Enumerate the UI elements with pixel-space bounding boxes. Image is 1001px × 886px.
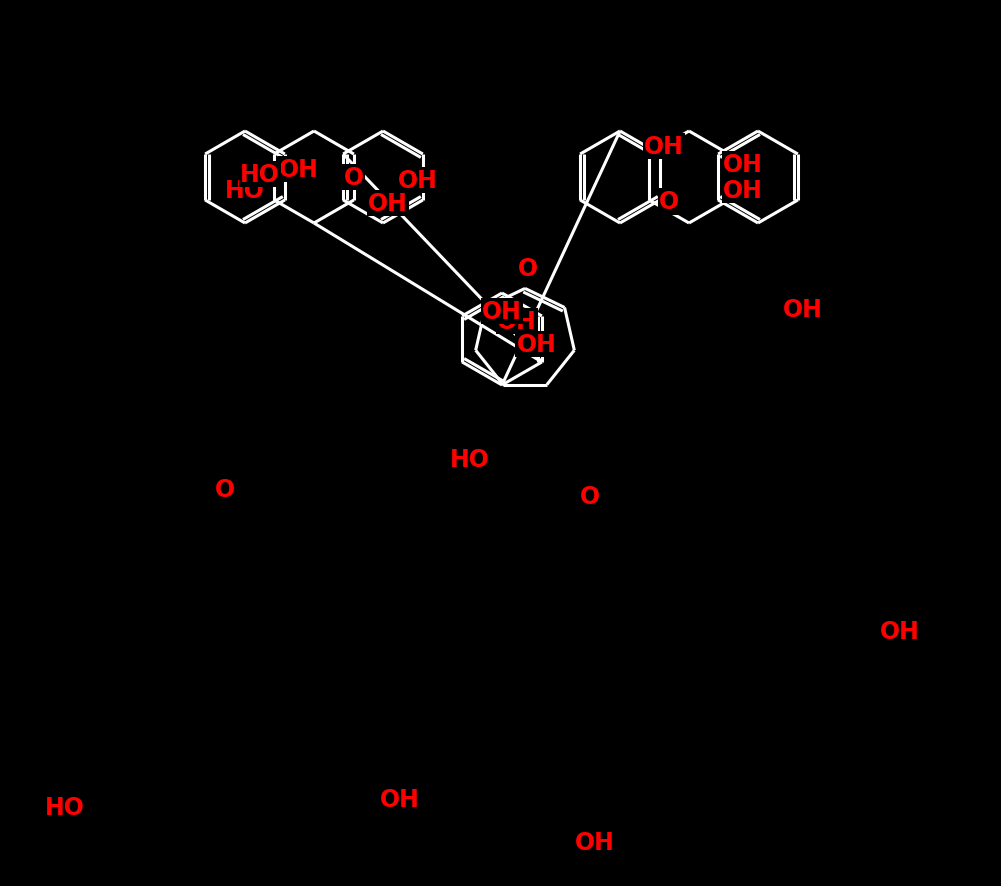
Text: OH: OH <box>644 135 684 159</box>
Text: OH: OH <box>575 830 615 854</box>
Text: OH: OH <box>482 299 522 323</box>
Text: OH: OH <box>783 298 823 322</box>
Text: OH: OH <box>368 191 408 216</box>
Text: HO: HO <box>45 795 85 819</box>
Text: OH: OH <box>723 179 763 203</box>
Text: HO: HO <box>450 447 490 471</box>
Text: OH: OH <box>496 309 537 334</box>
Text: OH: OH <box>279 158 319 182</box>
Text: O: O <box>659 190 679 214</box>
Text: OH: OH <box>880 619 920 643</box>
Text: HO: HO <box>240 163 280 187</box>
Text: OH: OH <box>380 787 419 811</box>
Text: O: O <box>343 166 364 190</box>
Text: OH: OH <box>398 169 437 193</box>
Text: OH: OH <box>517 332 557 356</box>
Text: HO: HO <box>225 179 265 203</box>
Text: O: O <box>580 485 601 509</box>
Text: O: O <box>215 478 235 501</box>
Text: O: O <box>518 257 539 281</box>
Text: OH: OH <box>723 152 763 177</box>
